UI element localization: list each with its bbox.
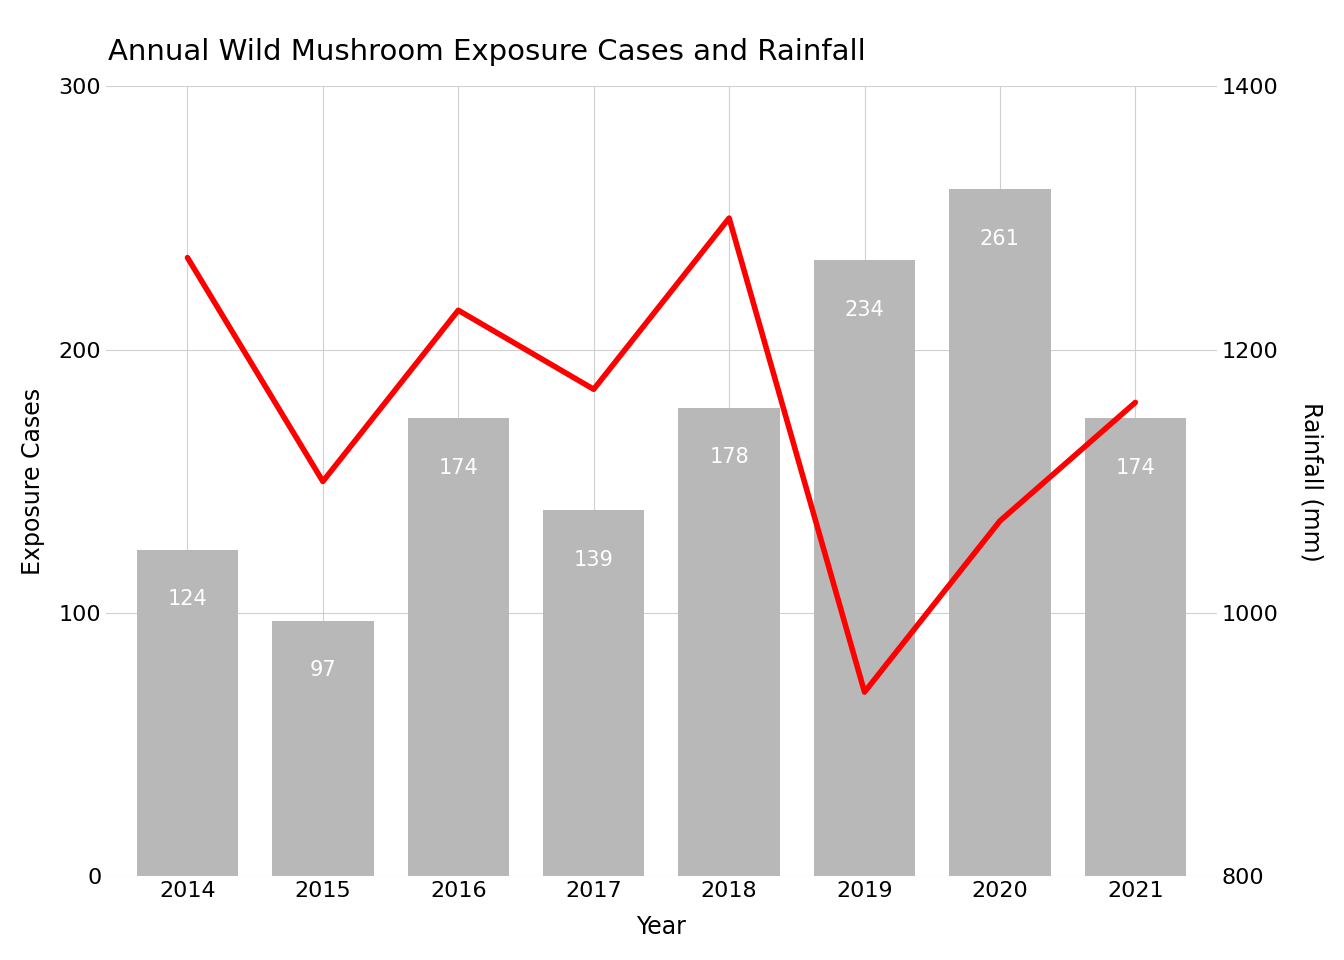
Bar	[137, 550, 238, 876]
X-axis label: Year: Year	[637, 915, 687, 939]
Text: 124: 124	[168, 589, 207, 610]
Text: 139: 139	[574, 550, 614, 570]
Text: 97: 97	[309, 660, 336, 681]
Bar	[949, 189, 1051, 876]
Y-axis label: Rainfall (mm): Rainfall (mm)	[1300, 401, 1322, 562]
Bar	[679, 408, 780, 876]
Text: 174: 174	[1116, 458, 1156, 478]
Bar	[1085, 419, 1187, 876]
Text: 261: 261	[980, 228, 1020, 249]
Y-axis label: Exposure Cases: Exposure Cases	[22, 388, 44, 575]
Bar	[813, 260, 915, 876]
Text: 234: 234	[844, 300, 884, 320]
Bar	[407, 419, 509, 876]
Text: 178: 178	[710, 447, 749, 468]
Text: Annual Wild Mushroom Exposure Cases and Rainfall: Annual Wild Mushroom Exposure Cases and …	[108, 38, 866, 66]
Bar	[543, 511, 645, 876]
Bar	[271, 621, 374, 876]
Text: 174: 174	[438, 458, 478, 478]
